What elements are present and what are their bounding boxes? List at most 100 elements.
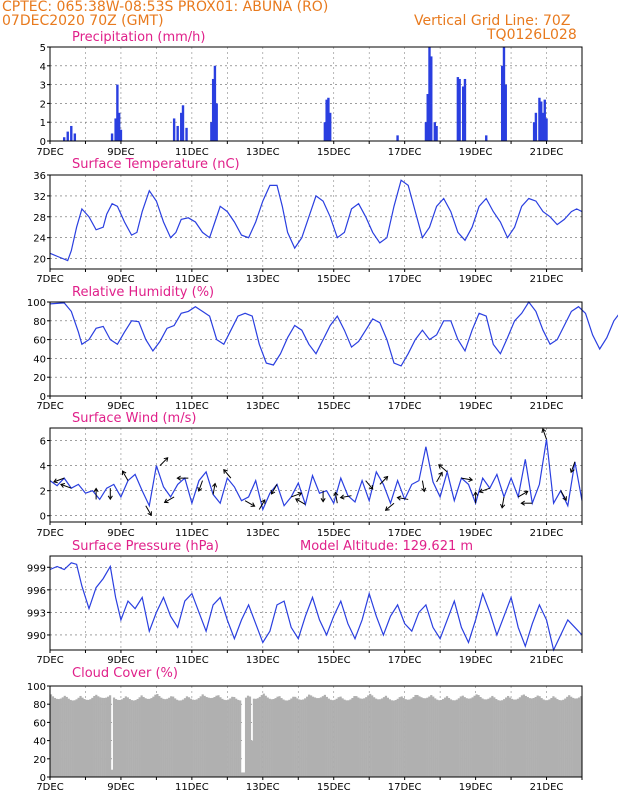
precip-bar <box>501 65 504 141</box>
cloud-bar <box>357 697 360 777</box>
cloud-bar <box>353 696 356 777</box>
precip-bar <box>176 125 179 141</box>
cloud-bar <box>440 699 443 777</box>
y-tick-label: 0 <box>40 773 46 784</box>
cloud-bar <box>325 696 328 777</box>
wind-arrow <box>542 428 548 440</box>
wind-arrow-head <box>260 499 266 504</box>
cloud-bar <box>231 696 234 777</box>
wind-arrow-head <box>523 490 529 496</box>
cloud-bar <box>110 769 114 777</box>
x-date-label: 21DEC <box>530 401 564 412</box>
precip-bar <box>504 84 507 141</box>
cloud-bar <box>242 772 246 777</box>
y-tick-label: 40 <box>33 354 46 365</box>
wind-arrow <box>438 464 448 473</box>
y-tick-label: 0 <box>40 512 46 523</box>
cloud-bar <box>558 700 561 777</box>
cloud-bar <box>577 697 581 777</box>
x-date-label: 11DEC <box>175 147 209 158</box>
cloud-bar <box>485 699 488 777</box>
x-date-label: 7DEC <box>36 655 63 666</box>
precip-bar <box>325 99 328 141</box>
header-grid-note: Vertical Grid Line: 70Z <box>414 13 571 29</box>
cloud-bar <box>71 700 74 777</box>
cloud-bar <box>503 699 506 777</box>
cloud-bar <box>57 699 60 777</box>
cloud-bar <box>53 697 57 777</box>
panel-frame <box>49 174 583 270</box>
y-tick-label: 80 <box>33 700 46 711</box>
cloud-bar <box>288 699 291 777</box>
x-date-label: 13DEC <box>246 147 280 158</box>
cloud-bar <box>81 697 84 777</box>
cloud-bar <box>438 700 441 777</box>
cloud-bar <box>455 699 458 777</box>
cloud-bar <box>365 697 368 777</box>
cloud-bar <box>463 697 466 777</box>
y-tick-label: 80 <box>33 317 46 328</box>
wind-arrow-head <box>163 498 169 504</box>
x-date-label: 21DEC <box>530 274 564 285</box>
wind-arrow-head <box>384 506 390 511</box>
cloud-bar <box>398 697 401 777</box>
wind-arrow-head <box>333 491 339 497</box>
precip-bar <box>426 94 429 141</box>
x-date-label: 7DEC <box>36 401 63 412</box>
cloud-bar <box>241 772 244 777</box>
x-date-label: 9DEC <box>107 782 134 793</box>
cloud-bar <box>250 740 254 777</box>
cloud-bar <box>434 698 437 777</box>
cloud-bar <box>116 699 120 777</box>
panel-title: Surface Wind (m/s) <box>72 411 196 426</box>
cloud-bar <box>382 697 386 777</box>
wind-arrow-head <box>147 511 152 516</box>
wind-arrow <box>60 483 72 489</box>
cloud-bar <box>459 696 462 777</box>
y-tick-label: 6 <box>40 437 46 448</box>
wind-arrow-head <box>438 471 443 477</box>
wind-arrow <box>159 457 169 466</box>
y-tick-label: 24 <box>33 234 46 245</box>
cloud-bar <box>49 694 53 777</box>
x-date-label: 17DEC <box>388 147 422 158</box>
wind-arrow <box>365 480 374 490</box>
cloud-bar <box>392 700 395 777</box>
y-tick-label: 4 <box>40 462 46 473</box>
cloud-bar <box>508 697 512 777</box>
cloud-bar <box>373 697 376 777</box>
precip-bar <box>538 97 541 141</box>
cloud-bar <box>211 697 214 777</box>
cloud-bar <box>268 698 271 777</box>
wind-arrow <box>334 492 338 504</box>
wind-arrow <box>122 470 129 481</box>
cloud-bar <box>150 698 153 777</box>
precip-bar <box>534 112 538 141</box>
cloud-bar <box>562 699 565 777</box>
cloud-bar <box>65 696 68 777</box>
cloud-bar <box>260 695 263 777</box>
cloud-bar <box>412 696 415 777</box>
cloud-bar <box>493 697 496 777</box>
precip-bar <box>215 103 218 141</box>
x-date-label: 19DEC <box>459 528 493 539</box>
cloud-bar <box>449 699 453 777</box>
cloud-bar <box>175 699 179 777</box>
precip-bar <box>66 131 69 141</box>
cloud-bar <box>264 695 267 777</box>
cloud-bar <box>101 697 104 777</box>
cloud-bar <box>95 694 98 777</box>
precip-bar <box>185 127 188 141</box>
cloud-bar <box>430 695 433 777</box>
wind-arrow-head <box>270 489 276 495</box>
wind-arrow-head <box>223 468 228 474</box>
cloud-bar <box>304 698 307 777</box>
y-tick-label: 993 <box>27 608 46 619</box>
wind-arrow-head <box>121 470 127 476</box>
precip-bar <box>541 112 545 141</box>
cloud-bar <box>199 696 202 777</box>
x-date-label: 17DEC <box>388 782 422 793</box>
wind-arrow-head <box>93 487 99 493</box>
series-line <box>49 300 618 367</box>
x-date-label: 21DEC <box>530 528 564 539</box>
